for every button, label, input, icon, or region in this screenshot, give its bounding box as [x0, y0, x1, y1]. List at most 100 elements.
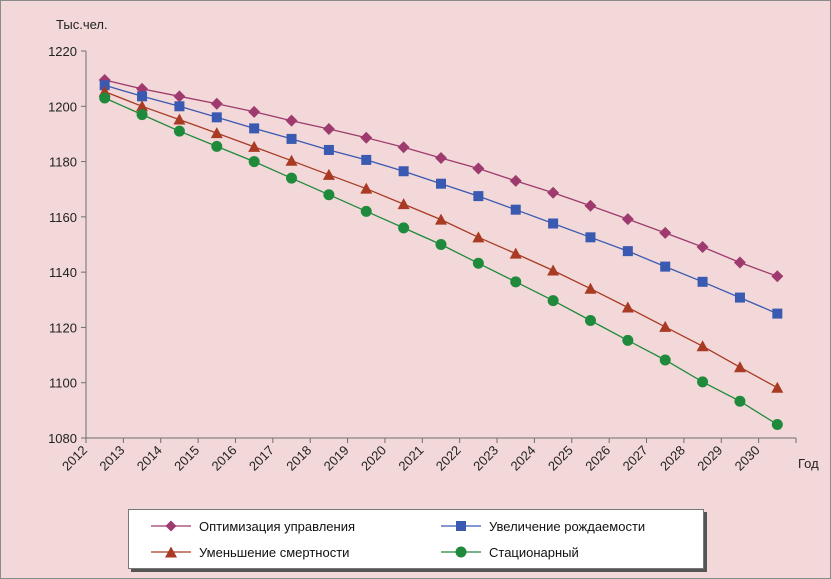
data-point — [659, 320, 672, 332]
data-point — [509, 174, 522, 187]
data-point — [472, 162, 485, 175]
legend-marker-optimization — [151, 520, 191, 532]
y-tick-label: 1120 — [49, 320, 77, 335]
y-tick-label: 1220 — [48, 44, 77, 59]
data-point — [621, 213, 634, 226]
data-point — [397, 198, 410, 210]
y-tick-label: 1160 — [49, 210, 77, 225]
x-tick-label: 2017 — [246, 443, 277, 474]
data-point — [510, 276, 522, 288]
data-point — [211, 140, 223, 152]
x-tick-label: 2030 — [732, 443, 763, 474]
data-point — [211, 112, 222, 123]
data-point — [697, 276, 708, 287]
legend-item-stationary: Стационарный — [441, 542, 579, 562]
data-point — [585, 232, 596, 243]
data-point — [733, 361, 746, 373]
x-tick-label: 2021 — [395, 443, 426, 474]
x-tick-label: 2025 — [545, 443, 576, 474]
data-point — [509, 247, 522, 259]
data-point — [734, 292, 745, 303]
x-tick-label: 2029 — [694, 443, 725, 474]
data-point — [173, 113, 186, 125]
x-tick-label: 2014 — [134, 443, 165, 474]
data-point — [622, 334, 634, 346]
legend-label: Оптимизация управления — [199, 518, 356, 534]
legend-marker-stationary — [441, 546, 481, 558]
data-point — [397, 141, 410, 154]
x-axis-label: Год — [798, 456, 819, 471]
data-point — [360, 182, 373, 194]
data-point — [285, 154, 298, 166]
legend-label: Увеличение рождаемости — [489, 518, 646, 534]
data-point — [322, 122, 335, 135]
data-point — [659, 354, 671, 366]
y-tick-label: 1140 — [49, 265, 77, 280]
legend-label: Уменьшение смертности — [199, 544, 350, 560]
series-2 — [98, 85, 784, 393]
x-tick-label: 2026 — [582, 443, 613, 474]
y-tick-label: 1200 — [48, 99, 77, 114]
y-tick-label: 1100 — [49, 376, 77, 391]
series-0 — [98, 74, 784, 283]
data-point — [472, 231, 485, 243]
data-point — [210, 97, 223, 110]
x-tick-label: 2024 — [507, 443, 538, 474]
data-point — [584, 282, 597, 294]
x-tick-label: 2012 — [59, 443, 90, 474]
x-tick-label: 2023 — [470, 443, 501, 474]
legend: Оптимизация управления Увеличение рождае… — [128, 509, 704, 569]
data-point — [285, 114, 298, 127]
x-tick-label: 2016 — [209, 443, 240, 474]
series-1 — [99, 80, 783, 319]
data-point — [99, 80, 110, 91]
legend-item-mortality: Уменьшение смертности — [151, 542, 349, 562]
data-point — [136, 100, 149, 112]
data-point — [472, 257, 484, 269]
data-point — [360, 205, 372, 217]
data-point — [547, 264, 560, 276]
data-point — [323, 189, 335, 201]
data-point — [435, 239, 447, 250]
data-point — [548, 218, 559, 229]
data-point — [473, 191, 484, 202]
data-point — [771, 418, 783, 430]
data-point — [660, 261, 671, 272]
x-tick-label: 2018 — [283, 443, 314, 474]
data-point — [398, 166, 409, 177]
legend-label: Стационарный — [489, 544, 579, 560]
data-point — [696, 240, 709, 253]
data-point — [734, 395, 746, 407]
data-point — [435, 151, 447, 164]
x-tick-label: 2028 — [657, 443, 688, 474]
data-point — [696, 340, 709, 352]
x-tick-label: 2022 — [433, 443, 464, 474]
data-point — [435, 213, 447, 225]
data-point — [322, 168, 335, 180]
x-tick-label: 2027 — [620, 443, 651, 474]
data-point — [360, 131, 373, 144]
legend-item-birthrate: Увеличение рождаемости — [441, 516, 645, 536]
series-3 — [99, 92, 783, 430]
data-point — [137, 91, 148, 102]
legend-marker-mortality — [151, 546, 191, 558]
data-point — [510, 204, 521, 215]
data-point — [248, 105, 261, 118]
data-point — [249, 123, 260, 134]
data-point — [584, 315, 596, 327]
data-point — [584, 199, 597, 212]
series-line — [104, 84, 778, 315]
data-point — [210, 127, 223, 139]
data-point — [248, 156, 260, 168]
data-point — [621, 301, 634, 313]
data-point — [697, 376, 709, 388]
data-point — [286, 133, 297, 144]
legend-marker-birthrate — [441, 521, 481, 531]
series-line — [104, 97, 778, 426]
data-point — [733, 256, 746, 269]
data-point — [173, 125, 185, 137]
data-point — [771, 270, 784, 283]
data-point — [547, 295, 559, 307]
data-point — [622, 246, 633, 257]
